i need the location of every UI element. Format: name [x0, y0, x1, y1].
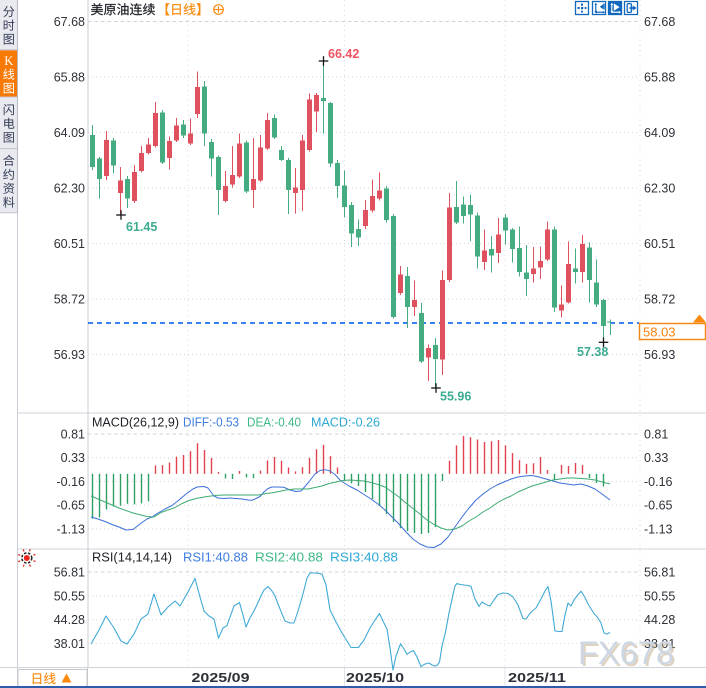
svg-text:56.81: 56.81 [644, 566, 675, 580]
svg-text:FX678: FX678 [580, 637, 676, 673]
svg-text:-0.16: -0.16 [644, 475, 673, 489]
svg-text:67.68: 67.68 [54, 15, 85, 29]
svg-text:-0.65: -0.65 [644, 499, 673, 513]
svg-text:62.30: 62.30 [54, 182, 85, 196]
svg-text:0.81: 0.81 [61, 428, 85, 442]
svg-text:56.93: 56.93 [54, 348, 85, 362]
svg-text:2025/09: 2025/09 [192, 670, 250, 685]
svg-text:-1.13: -1.13 [57, 522, 86, 536]
svg-text:56.81: 56.81 [54, 566, 85, 580]
svg-text:FX678: FX678 [578, 635, 674, 671]
svg-text:38.01: 38.01 [54, 637, 85, 651]
svg-text:RSI1:40.88: RSI1:40.88 [183, 551, 248, 565]
svg-text:MACD:-0.26: MACD:-0.26 [311, 416, 380, 430]
svg-text:58.03: 58.03 [643, 325, 676, 340]
svg-text:64.09: 64.09 [54, 126, 85, 140]
svg-text:38.01: 38.01 [644, 637, 675, 651]
svg-text:44.28: 44.28 [644, 613, 675, 627]
svg-text:66.42: 66.42 [328, 47, 359, 61]
svg-text:65.88: 65.88 [54, 71, 85, 85]
svg-text:-0.16: -0.16 [57, 475, 86, 489]
svg-text:RSI(14,14,14): RSI(14,14,14) [92, 551, 172, 565]
svg-text:MACD(26,12,9): MACD(26,12,9) [92, 416, 179, 430]
svg-text:61.45: 61.45 [126, 220, 157, 234]
svg-text:2025/11: 2025/11 [508, 670, 566, 685]
svg-text:2025/10: 2025/10 [346, 670, 404, 685]
svg-text:60.51: 60.51 [54, 237, 85, 251]
svg-text:-0.65: -0.65 [57, 499, 86, 513]
svg-text:K: K [4, 54, 13, 68]
svg-text:64.09: 64.09 [644, 126, 675, 140]
svg-text:60.51: 60.51 [644, 237, 675, 251]
svg-text:58.72: 58.72 [644, 293, 675, 307]
svg-text:55.96: 55.96 [440, 390, 471, 404]
svg-text:0.81: 0.81 [644, 428, 668, 442]
svg-text:44.28: 44.28 [54, 613, 85, 627]
svg-text:-1.13: -1.13 [644, 522, 673, 536]
svg-text:58.72: 58.72 [54, 293, 85, 307]
svg-text:50.55: 50.55 [644, 589, 675, 603]
svg-text:62.30: 62.30 [644, 182, 675, 196]
svg-text:RSI3:40.88: RSI3:40.88 [330, 551, 398, 565]
svg-text:0.33: 0.33 [61, 451, 85, 465]
svg-text:57.38: 57.38 [577, 345, 608, 359]
svg-text:0.33: 0.33 [644, 451, 668, 465]
svg-text:DEA:-0.40: DEA:-0.40 [247, 416, 301, 430]
svg-text:65.88: 65.88 [644, 71, 675, 85]
svg-text:DIFF:-0.53: DIFF:-0.53 [183, 416, 239, 430]
svg-text:67.68: 67.68 [644, 15, 675, 29]
svg-text:RSI2:40.88: RSI2:40.88 [255, 551, 323, 565]
svg-text:50.55: 50.55 [54, 589, 85, 603]
svg-text:56.93: 56.93 [644, 348, 675, 362]
